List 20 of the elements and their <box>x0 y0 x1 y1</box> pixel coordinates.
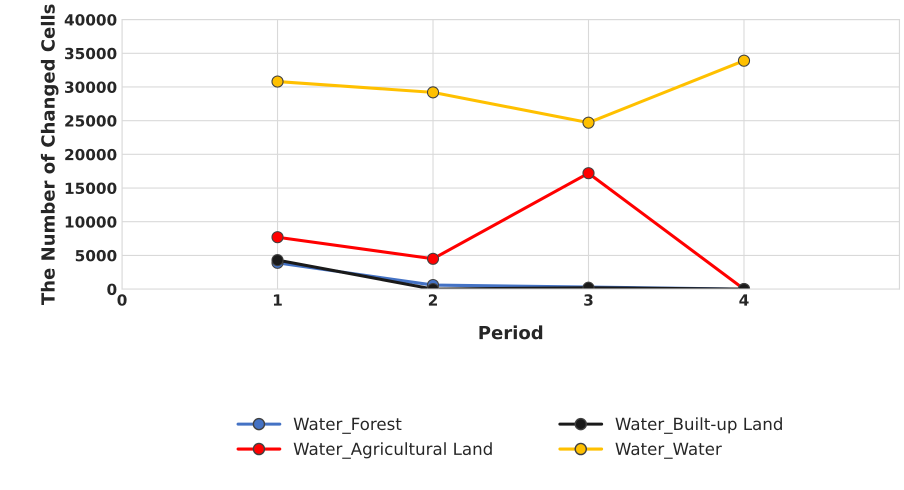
legend-label: Water_Built-up Land <box>615 417 782 434</box>
y-tick-label: 5000 <box>76 250 116 262</box>
x-tick-label: 4 <box>739 294 749 306</box>
y-tick-label: 0 <box>107 284 116 296</box>
y-tick-label: 35000 <box>65 48 116 60</box>
x-tick-label: 3 <box>584 294 593 306</box>
y-tick-label: 10000 <box>66 216 116 228</box>
y-tick-label: 20000 <box>65 148 116 160</box>
y-axis-title: The Number of Changed Cells <box>40 4 58 306</box>
y-tick-label: 30000 <box>65 81 116 93</box>
y-tick-label: 40000 <box>64 14 116 26</box>
legend-label: Water_Water <box>615 442 722 459</box>
legend-label: Water_Agricultural Land <box>294 442 492 459</box>
x-axis-title: Period <box>479 325 542 340</box>
y-tick-label: 15000 <box>66 182 116 194</box>
x-tick-label: 1 <box>274 294 282 306</box>
x-tick-label: 2 <box>428 294 438 306</box>
x-tick-label: 0 <box>117 294 127 306</box>
y-tick-label: 25000 <box>65 115 116 127</box>
legend-label: Water_Forest <box>294 418 402 434</box>
